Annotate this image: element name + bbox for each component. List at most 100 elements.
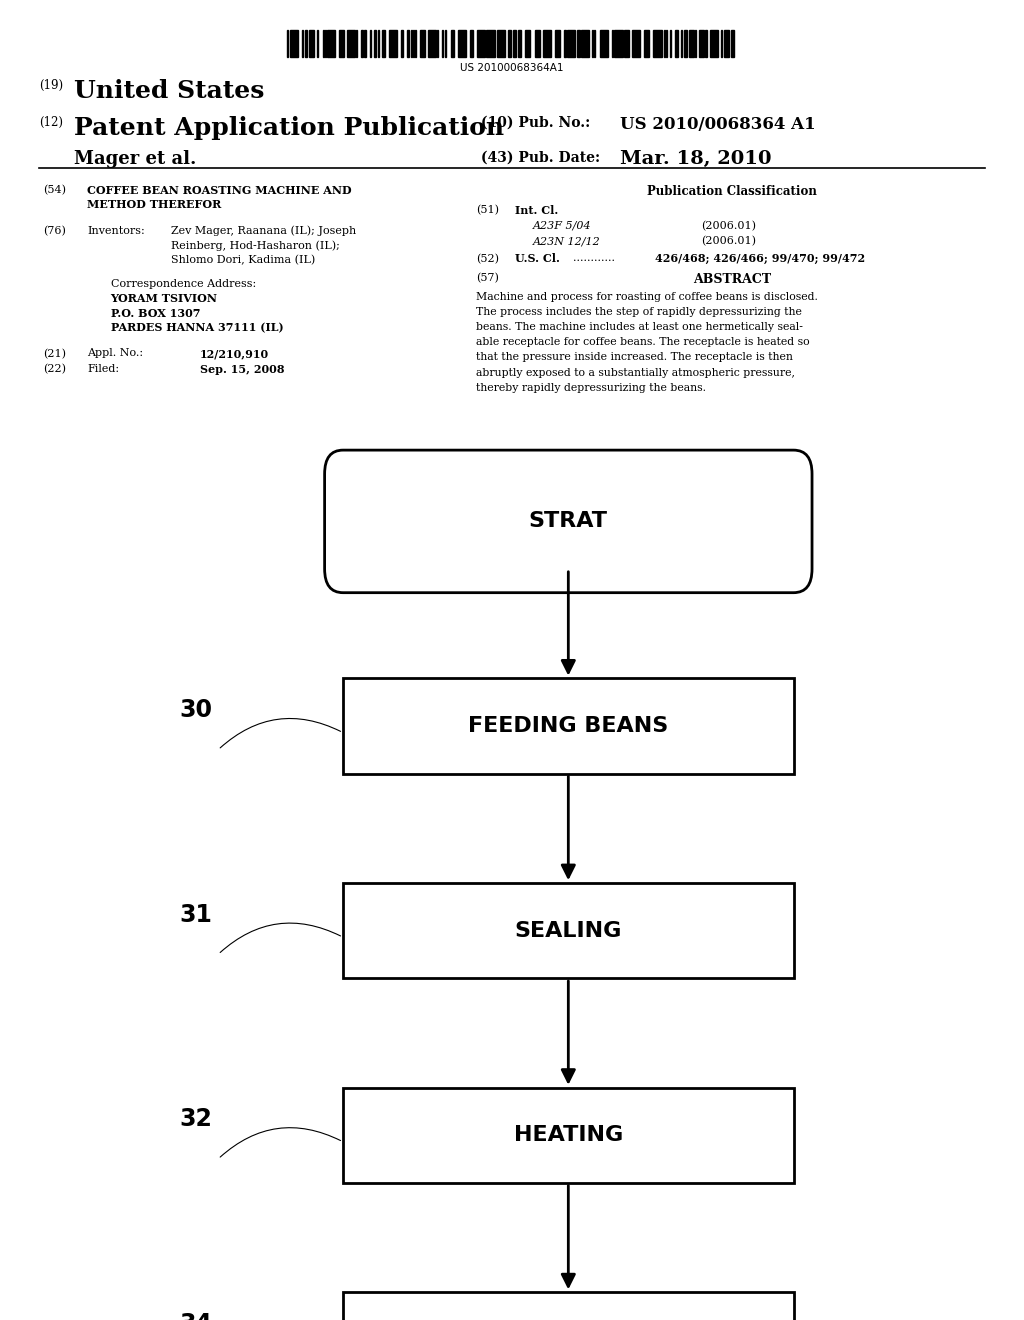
Text: ABSTRACT: ABSTRACT bbox=[693, 273, 771, 286]
Bar bbox=[564, 30, 566, 57]
Bar bbox=[699, 30, 705, 57]
Bar bbox=[486, 30, 495, 57]
Text: ............: ............ bbox=[573, 253, 615, 264]
Text: US 2010/0068364 A1: US 2010/0068364 A1 bbox=[620, 116, 815, 133]
Bar bbox=[361, 30, 364, 57]
Text: 30: 30 bbox=[179, 698, 212, 722]
Text: A23F 5/04: A23F 5/04 bbox=[532, 220, 591, 231]
FancyBboxPatch shape bbox=[343, 883, 794, 978]
Bar bbox=[671, 30, 672, 57]
Text: beans. The machine includes at least one hermetically seal-: beans. The machine includes at least one… bbox=[476, 322, 803, 333]
Text: (2006.01): (2006.01) bbox=[701, 236, 757, 247]
Text: Mar. 18, 2010: Mar. 18, 2010 bbox=[620, 150, 771, 169]
Text: US 20100068364A1: US 20100068364A1 bbox=[460, 63, 564, 74]
Text: (10) Pub. No.:: (10) Pub. No.: bbox=[481, 116, 591, 131]
Text: 426/468; 426/466; 99/470; 99/472: 426/468; 426/466; 99/470; 99/472 bbox=[655, 253, 865, 264]
Bar bbox=[339, 30, 344, 57]
Bar bbox=[309, 30, 314, 57]
Bar bbox=[347, 30, 355, 57]
Text: (51): (51) bbox=[476, 205, 499, 215]
Text: HEATING: HEATING bbox=[514, 1125, 623, 1146]
Text: Correspondence Address:: Correspondence Address: bbox=[111, 279, 256, 289]
Text: Reinberg, Hod-Hasharon (IL);: Reinberg, Hod-Hasharon (IL); bbox=[171, 240, 340, 251]
Bar bbox=[401, 30, 403, 57]
Bar bbox=[593, 30, 594, 57]
Text: Appl. No.:: Appl. No.: bbox=[87, 348, 143, 359]
Text: YORAM TSIVION: YORAM TSIVION bbox=[111, 293, 217, 304]
Bar bbox=[543, 30, 551, 57]
Text: P.O. BOX 1307: P.O. BOX 1307 bbox=[111, 308, 200, 318]
Text: (76): (76) bbox=[43, 226, 66, 236]
Bar bbox=[445, 30, 446, 57]
Text: The process includes the step of rapidly depressurizing the: The process includes the step of rapidly… bbox=[476, 306, 802, 317]
Bar bbox=[451, 30, 454, 57]
Bar bbox=[411, 30, 413, 57]
Text: A23N 12/12: A23N 12/12 bbox=[532, 236, 600, 247]
Bar bbox=[375, 30, 376, 57]
Text: METHOD THEREFOR: METHOD THEREFOR bbox=[87, 199, 221, 210]
Text: (19): (19) bbox=[39, 79, 63, 92]
Bar bbox=[378, 30, 379, 57]
Bar bbox=[508, 30, 511, 57]
Text: 34: 34 bbox=[179, 1312, 212, 1320]
Bar bbox=[365, 30, 366, 57]
Bar bbox=[497, 30, 505, 57]
Bar bbox=[287, 30, 288, 57]
Text: COFFEE BEAN ROASTING MACHINE AND: COFFEE BEAN ROASTING MACHINE AND bbox=[87, 185, 351, 195]
Bar bbox=[323, 30, 324, 57]
Text: PARDES HANNA 37111 (IL): PARDES HANNA 37111 (IL) bbox=[111, 322, 284, 333]
Text: able receptacle for coffee beans. The receptacle is heated so: able receptacle for coffee beans. The re… bbox=[476, 337, 810, 347]
FancyBboxPatch shape bbox=[343, 678, 794, 774]
Text: (43) Pub. Date:: (43) Pub. Date: bbox=[481, 150, 600, 165]
Bar bbox=[535, 30, 540, 57]
Text: 31: 31 bbox=[179, 903, 212, 927]
Text: (22): (22) bbox=[43, 364, 66, 375]
Bar bbox=[518, 30, 521, 57]
Text: Publication Classification: Publication Classification bbox=[647, 185, 817, 198]
Text: 12/210,910: 12/210,910 bbox=[200, 348, 269, 359]
Text: STRAT: STRAT bbox=[528, 511, 608, 532]
Text: (12): (12) bbox=[39, 116, 62, 129]
Text: Machine and process for roasting of coffee beans is disclosed.: Machine and process for roasting of coff… bbox=[476, 292, 818, 302]
Bar bbox=[731, 30, 734, 57]
Bar bbox=[600, 30, 608, 57]
Bar bbox=[442, 30, 443, 57]
Bar bbox=[327, 30, 335, 57]
Text: Sep. 15, 2008: Sep. 15, 2008 bbox=[200, 364, 285, 375]
Bar bbox=[408, 30, 409, 57]
Text: that the pressure inside increased. The receptacle is then: that the pressure inside increased. The … bbox=[476, 352, 793, 363]
Bar bbox=[695, 30, 696, 57]
Bar bbox=[525, 30, 530, 57]
Text: Zev Mager, Raanana (IL); Joseph: Zev Mager, Raanana (IL); Joseph bbox=[171, 226, 356, 236]
FancyBboxPatch shape bbox=[325, 450, 812, 593]
Bar bbox=[595, 30, 596, 57]
Bar bbox=[477, 30, 485, 57]
Bar bbox=[612, 30, 613, 57]
Text: abruptly exposed to a substantially atmospheric pressure,: abruptly exposed to a substantially atmo… bbox=[476, 367, 796, 378]
Bar bbox=[305, 30, 307, 57]
Bar bbox=[317, 30, 318, 57]
Text: FEEDING BEANS: FEEDING BEANS bbox=[468, 715, 669, 737]
Bar bbox=[706, 30, 707, 57]
Bar bbox=[632, 30, 640, 57]
Bar bbox=[676, 30, 679, 57]
Bar bbox=[290, 30, 298, 57]
Bar bbox=[567, 30, 575, 57]
Bar bbox=[682, 30, 683, 57]
Bar bbox=[653, 30, 662, 57]
Bar bbox=[644, 30, 649, 57]
Bar bbox=[666, 30, 668, 57]
Bar bbox=[416, 30, 417, 57]
Text: (2006.01): (2006.01) bbox=[701, 220, 757, 231]
Bar bbox=[578, 30, 581, 57]
Text: Shlomo Dori, Kadima (IL): Shlomo Dori, Kadima (IL) bbox=[171, 255, 315, 265]
Text: United States: United States bbox=[74, 79, 264, 103]
Bar bbox=[614, 30, 623, 57]
Bar bbox=[428, 30, 436, 57]
Bar bbox=[689, 30, 694, 57]
Bar bbox=[624, 30, 629, 57]
Bar bbox=[437, 30, 438, 57]
Bar bbox=[513, 30, 516, 57]
Text: U.S. Cl.: U.S. Cl. bbox=[515, 253, 560, 264]
FancyBboxPatch shape bbox=[343, 1088, 794, 1183]
